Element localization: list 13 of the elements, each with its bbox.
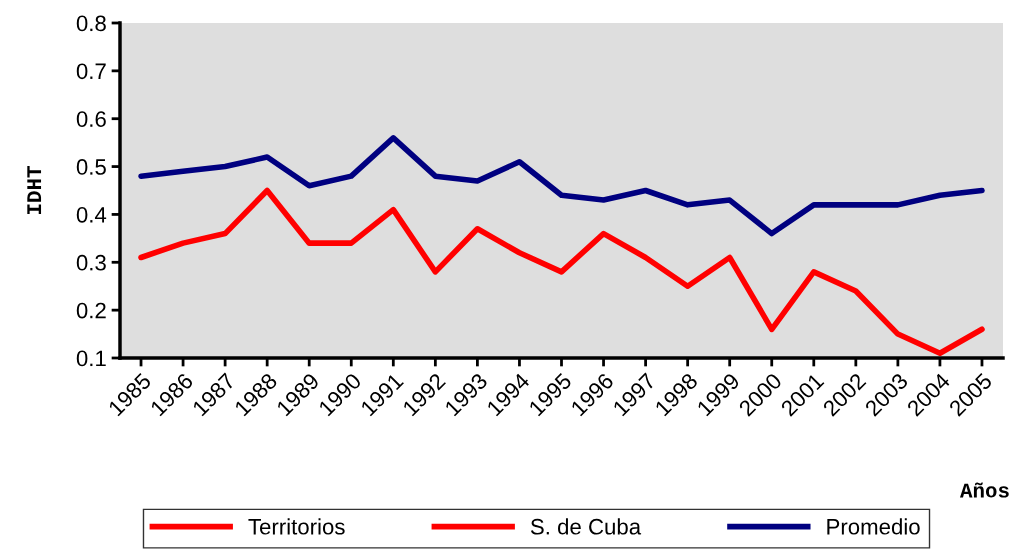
y-tick-label: 0.5 [76,159,106,175]
y-axis-title: IDHT [27,166,42,214]
y-tick-label: 0.1 [76,350,106,367]
y-tick-label: 0.2 [76,302,106,319]
x-axis-title: Años [959,482,1009,498]
legend-label: Promedio [827,518,920,535]
legend-label: Territorios [248,518,345,535]
y-tick-label: 0.4 [76,206,107,223]
y-tick-label: 0.6 [76,111,106,127]
y-tick-label: 0.3 [76,254,106,271]
y-tick-label: 0.7 [76,63,106,80]
y-tick-label: 0.8 [76,15,106,32]
legend-label: S. de Cuba [530,518,642,535]
